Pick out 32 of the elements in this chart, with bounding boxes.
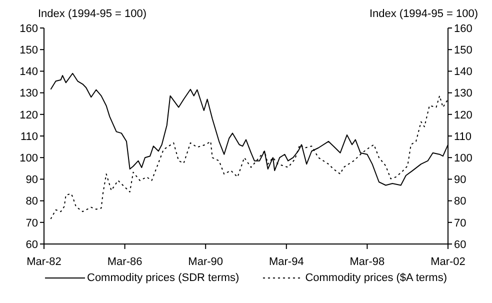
y2-tick-label: 140	[454, 66, 472, 78]
legend-label: Commodity prices (SDR terms)	[87, 272, 240, 284]
y-tick-label: 130	[20, 88, 38, 100]
x-tick-label: Mar-90	[188, 256, 224, 268]
y2-tick-label: 70	[454, 217, 466, 230]
y-tick-label: 80	[26, 196, 38, 208]
legend-label: Commodity prices ($A terms)	[305, 272, 447, 284]
y2-tick-label: 60	[454, 238, 466, 251]
y-tick-label: 120	[20, 109, 38, 122]
x-tick-label: Mar-82	[26, 256, 62, 268]
y2-tick-label: 130	[454, 88, 472, 100]
y-tick-label: 110	[20, 130, 38, 143]
y2-tick-label: 100	[454, 152, 472, 165]
y-tick-label: 160	[20, 22, 38, 35]
y-axis-title: Index (1994-95 = 100)	[38, 8, 147, 20]
y2-axis-title: Index (1994-95 = 100)	[369, 8, 478, 20]
y2-tick-label: 120	[454, 109, 472, 122]
x-tick-label: Mar-86	[107, 256, 142, 268]
y-tick-label: 140	[20, 66, 38, 78]
y-tick-label: 60	[26, 238, 38, 251]
y-tick-label: 150	[20, 44, 38, 57]
y2-tick-label: 90	[454, 174, 466, 186]
y2-tick-label: 110	[454, 130, 472, 143]
x-tick-label: Mar-94	[268, 256, 304, 268]
y2-tick-label: 150	[454, 44, 472, 57]
x-tick-label: Mar-02	[430, 256, 466, 268]
y2-tick-label: 80	[454, 196, 466, 208]
y-tick-label: 100	[20, 152, 38, 165]
y-tick-label: 70	[26, 217, 38, 230]
x-tick-label: Mar-98	[350, 256, 385, 268]
y2-tick-label: 160	[454, 22, 472, 35]
y-tick-label: 90	[26, 174, 38, 186]
